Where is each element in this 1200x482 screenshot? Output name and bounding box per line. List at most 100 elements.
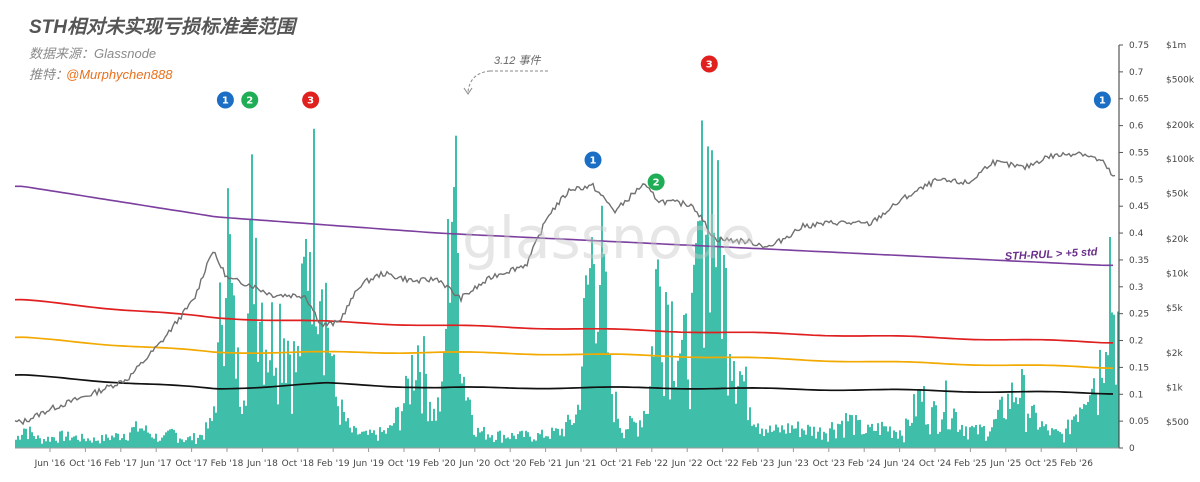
area-column	[1091, 388, 1093, 448]
area-column	[441, 381, 443, 448]
area-column	[219, 282, 221, 448]
chart-subtitle: 数据来源：Glassnode	[29, 46, 156, 61]
area-column	[899, 430, 901, 448]
cycle-badge-label: 1	[590, 156, 597, 167]
area-column	[205, 422, 207, 448]
area-column	[289, 354, 291, 448]
area-column	[1021, 369, 1023, 448]
area-column	[591, 237, 593, 448]
area-column	[813, 426, 815, 448]
area-column	[801, 428, 803, 448]
area-column	[345, 421, 347, 448]
area-column	[733, 361, 735, 448]
area-column	[877, 423, 879, 448]
area-column	[621, 432, 623, 448]
area-column	[603, 254, 605, 448]
area-column	[523, 436, 525, 448]
std-line-orange	[14, 336, 1114, 370]
cycle-badge: 3	[302, 91, 320, 109]
area-column	[923, 386, 925, 448]
area-column	[61, 430, 63, 448]
area-column	[1103, 383, 1105, 448]
area-column	[49, 441, 51, 448]
area-column	[1115, 384, 1117, 448]
area-column	[885, 426, 887, 448]
y-left-tick-label: 0.15	[1129, 363, 1149, 373]
x-tick-label: Jun '18	[246, 459, 278, 469]
area-column	[931, 407, 933, 448]
area-column	[701, 120, 703, 449]
area-column	[299, 356, 301, 448]
area-column	[377, 440, 379, 448]
area-column	[135, 421, 137, 448]
area-column	[539, 434, 541, 448]
area-column	[977, 434, 979, 448]
area-column	[1095, 394, 1097, 448]
area-column	[119, 440, 121, 448]
area-column	[941, 419, 943, 448]
area-column	[947, 429, 949, 448]
area-column	[197, 437, 199, 448]
y-right-tick-label: $200k	[1166, 121, 1195, 131]
area-column	[317, 334, 319, 448]
area-column	[255, 237, 257, 448]
area-column	[453, 187, 455, 448]
area-column	[149, 433, 151, 448]
area-column	[971, 425, 973, 448]
y-right-tick-label: $20k	[1166, 235, 1189, 245]
x-tick-label: Oct '21	[600, 459, 632, 469]
y-left-tick-label: 0.75	[1129, 41, 1149, 51]
area-column	[905, 418, 907, 448]
x-tick-label: Jun '20	[458, 459, 490, 469]
area-column	[511, 432, 513, 448]
area-column	[567, 414, 569, 448]
chart-title: STH相对未实现亏损标准差范围	[29, 16, 298, 38]
area-column	[859, 419, 861, 448]
area-column	[495, 439, 497, 448]
area-column	[589, 268, 591, 448]
std-line-black	[14, 373, 1114, 395]
area-column	[615, 391, 617, 448]
area-column	[329, 353, 331, 448]
area-column	[169, 429, 171, 448]
area-column	[145, 425, 147, 448]
area-column	[165, 432, 167, 448]
area-column	[435, 420, 437, 448]
area-column	[793, 428, 795, 448]
area-column	[1049, 435, 1051, 448]
y-left-tick-label: 0.7	[1129, 68, 1143, 78]
area-column	[123, 433, 125, 448]
area-column	[509, 439, 511, 448]
area-column	[385, 433, 387, 448]
area-column	[1107, 355, 1109, 448]
area-column	[287, 340, 289, 448]
area-column	[1047, 430, 1049, 448]
area-column	[767, 432, 769, 448]
std-line-plus5	[15, 185, 1113, 267]
x-tick-label: Feb '19	[317, 459, 350, 469]
area-column	[507, 437, 509, 448]
area-column	[379, 427, 381, 448]
area-column	[771, 431, 773, 448]
area-column	[689, 409, 691, 448]
area-column	[283, 338, 285, 448]
area-column	[799, 437, 801, 448]
area-column	[111, 435, 113, 448]
area-column	[347, 418, 349, 448]
cycle-badge-label: 1	[222, 96, 229, 107]
area-column	[1051, 428, 1053, 448]
area-column	[83, 438, 85, 448]
area-column	[67, 431, 69, 448]
area-column	[531, 441, 533, 448]
area-column	[959, 429, 961, 448]
area-column	[413, 390, 415, 448]
area-column	[721, 339, 723, 448]
area-column	[471, 414, 473, 448]
area-column	[597, 331, 599, 448]
cycle-badge: 1	[1093, 91, 1111, 109]
area-column	[375, 434, 377, 448]
area-column	[949, 429, 951, 448]
area-column	[517, 434, 519, 448]
cycle-badge: 3	[700, 55, 718, 73]
